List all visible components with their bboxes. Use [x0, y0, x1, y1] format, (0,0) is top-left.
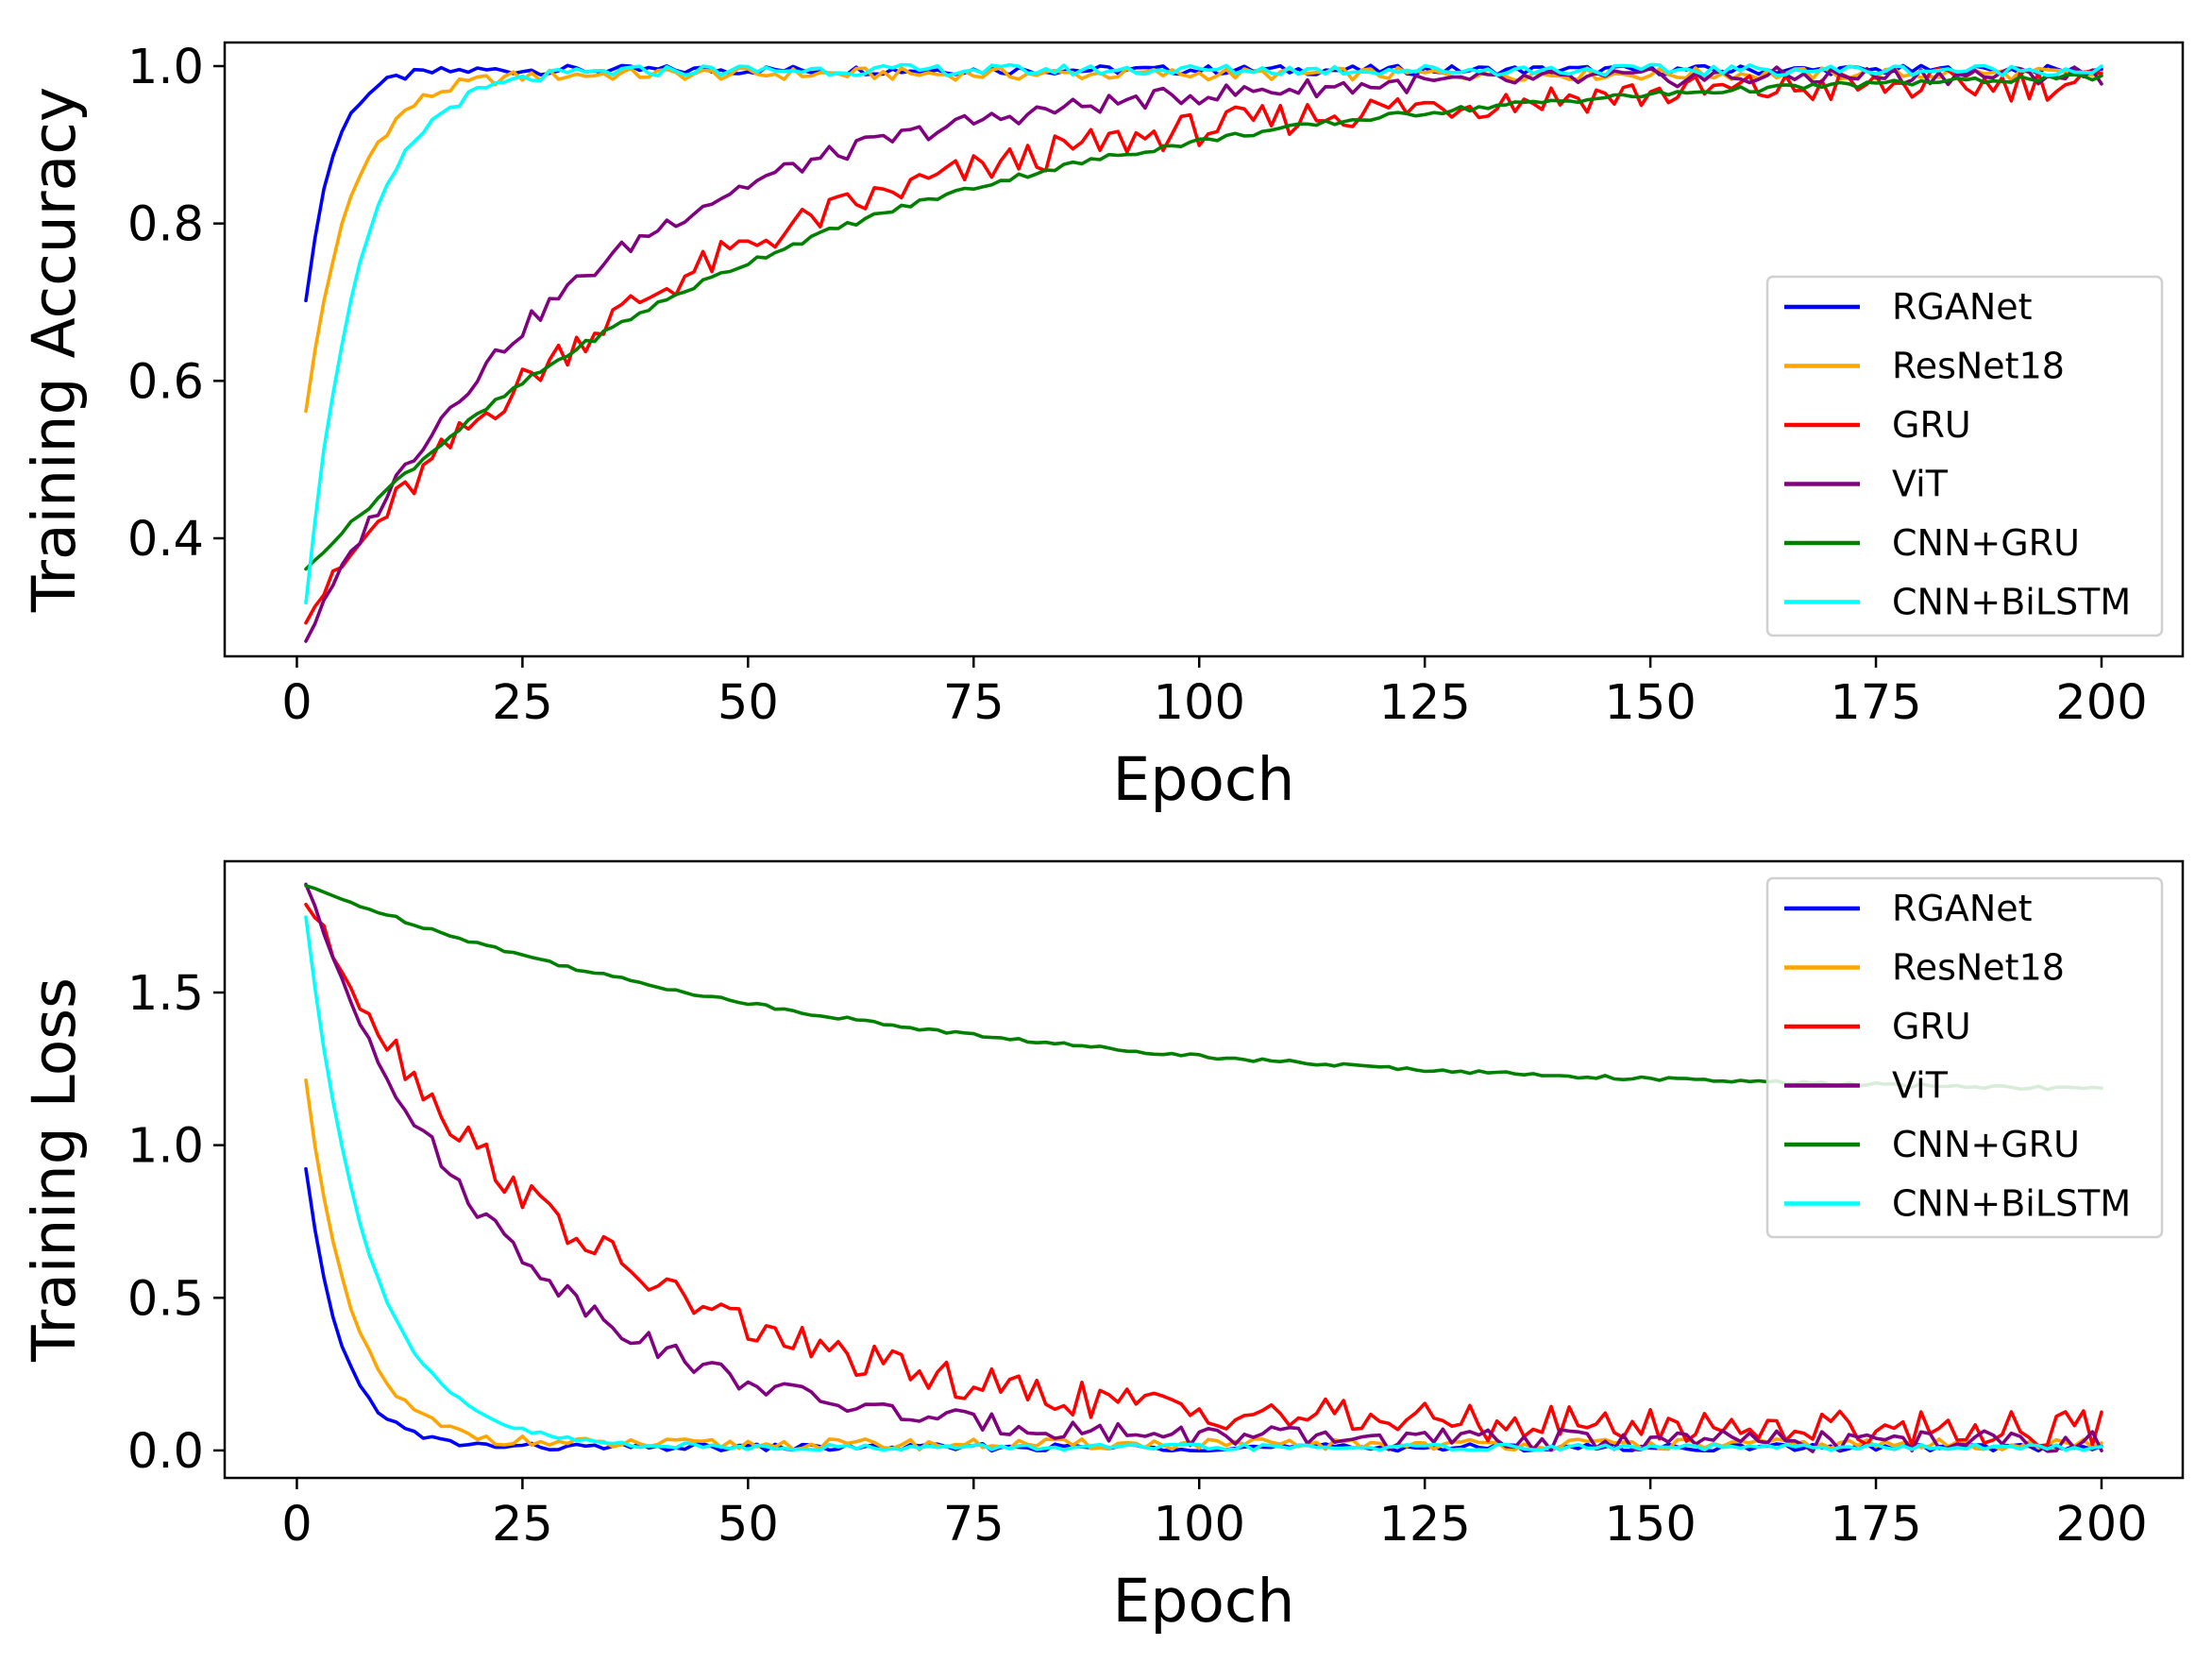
y-tick-label: 0.8 [127, 197, 204, 253]
series-line-resnet18 [304, 65, 2103, 414]
series-line-cnn-bilstm [304, 915, 2103, 1452]
x-tick-label: 200 [2055, 675, 2147, 731]
legend-label: CNN+GRU [1892, 522, 2080, 564]
legend-label: RGANet [1892, 888, 2033, 929]
y-tick-label: 0.6 [127, 354, 204, 410]
y-tick-label: 1.0 [127, 40, 204, 95]
x-tick-label: 25 [492, 1497, 553, 1553]
x-tick-label: 100 [1154, 675, 1245, 731]
series-line-cnn-gru [304, 73, 2103, 571]
legend-box [1765, 876, 2164, 1239]
series-lines [304, 882, 2103, 1453]
x-tick-label: 100 [1154, 1497, 1245, 1553]
legend-label: GRU [1892, 1006, 1971, 1047]
series-line-gru [304, 903, 2103, 1448]
legend-label: CNN+BiLSTM [1892, 1183, 2131, 1225]
y-axis-label: Training Loss [20, 977, 89, 1363]
legend: RGANet ResNet18 GRU ViT CNN+GRU CNN+BiLSTM [1765, 275, 2164, 637]
series-lines [304, 62, 2103, 643]
loss-panel: 0 25 50 75 100 125 150 175 200 0.0 0.5 1.0 1.5 Epoch T… [20, 859, 2185, 1636]
x-tick-label: 0 [281, 675, 312, 731]
legend-label: ResNet18 [1892, 346, 2065, 387]
x-tick-label: 25 [492, 675, 553, 731]
series-line-rganet [304, 1166, 2103, 1453]
legend-label: GRU [1892, 404, 1971, 446]
y-tick-label: 1.5 [127, 966, 204, 1022]
y-tick-label: 0.5 [127, 1271, 204, 1327]
axes-frame [223, 859, 2185, 1480]
legend-label: ResNet18 [1892, 947, 2065, 989]
accuracy-panel: 0 25 50 75 100 125 150 175 200 0.4 0.6 0.8 1.0 Epoch T… [20, 40, 2185, 814]
legend-label: RGANet [1892, 286, 2033, 328]
x-tick-label: 0 [281, 1497, 312, 1553]
legend-label: CNN+BiLSTM [1892, 582, 2131, 623]
y-axis-label: Training Accuracy [20, 87, 89, 613]
y-tick-label: 0.4 [127, 512, 204, 568]
x-tick-label: 50 [718, 1497, 779, 1553]
x-tick-label: 125 [1378, 675, 1470, 731]
x-axis-label: Epoch [1113, 1567, 1295, 1636]
legend-box [1765, 275, 2164, 637]
x-tick-label: 175 [1830, 675, 1921, 731]
x-tick-label: 75 [943, 675, 1005, 731]
x-tick-label: 50 [718, 675, 779, 731]
x-tick-label: 175 [1830, 1497, 1921, 1553]
x-tick-label: 200 [2055, 1497, 2147, 1553]
legend-label: ViT [1892, 1065, 1949, 1107]
x-tick-label: 150 [1604, 675, 1696, 731]
legend: RGANet ResNet18 GRU ViT CNN+GRU CNN+BiLSTM [1765, 876, 2164, 1239]
y-tick-label: 0.0 [127, 1424, 204, 1480]
x-tick-label: 150 [1604, 1497, 1696, 1553]
x-tick-label: 125 [1378, 1497, 1470, 1553]
y-tick-label: 1.0 [127, 1119, 204, 1175]
x-tick-label: 75 [943, 1497, 1005, 1553]
series-line-cnn-bilstm [304, 62, 2103, 605]
x-axis-label: Epoch [1113, 745, 1295, 814]
axes-frame [223, 41, 2185, 658]
legend-label: CNN+GRU [1892, 1124, 2080, 1165]
legend-label: ViT [1892, 464, 1949, 505]
series-line-vit [304, 65, 2103, 643]
